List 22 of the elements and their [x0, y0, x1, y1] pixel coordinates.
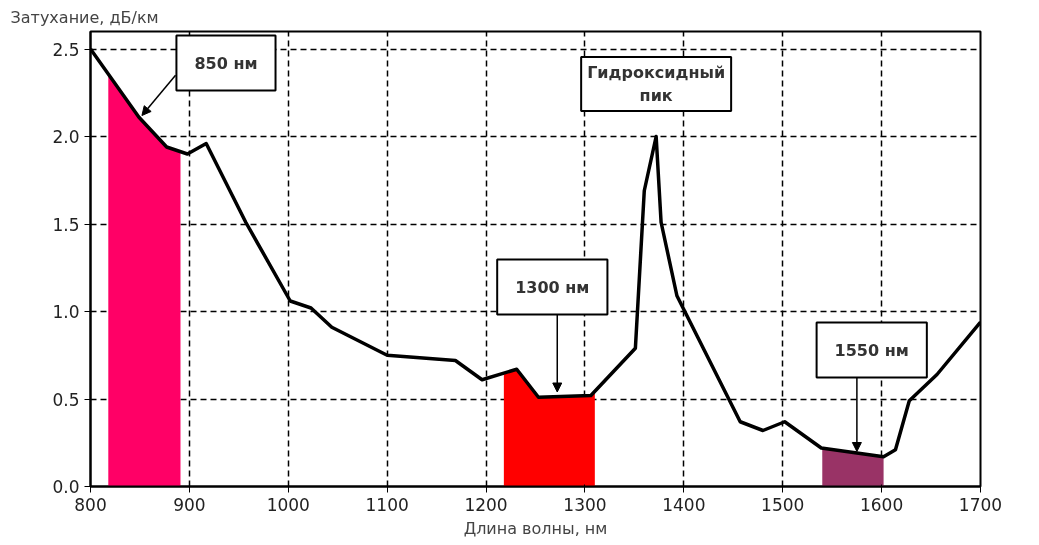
y-tick-label: 1.0 [52, 302, 80, 322]
y-tick-label: 1.5 [52, 214, 80, 235]
annotation: Гидроксидный пик [587, 63, 726, 105]
x-axis-title: Длина волны, нм [463, 518, 608, 538]
x-tick-label: 1200 [464, 494, 508, 515]
x-tick-label: 1000 [266, 494, 310, 515]
x-tick-label: 1700 [958, 494, 1003, 515]
y-tick-label: 2.5 [52, 39, 80, 60]
annotation: 1300 нм [515, 277, 590, 297]
annotation: 1550 нм [834, 340, 909, 360]
x-tick-label: 1500 [761, 494, 805, 515]
x-tick-label: 1300 [563, 494, 607, 515]
x-tick-label: 900 [173, 494, 206, 515]
x-tick-label: 1400 [662, 494, 706, 515]
x-tick-label: 1600 [859, 494, 904, 515]
y-axis-title: Затухание, дБ/км [10, 7, 159, 27]
annotation: 850 нм [194, 53, 258, 73]
x-tick-label: 800 [74, 494, 107, 515]
y-tick-label: 0.5 [52, 389, 80, 410]
y-tick-label: 0.0 [52, 477, 80, 497]
y-tick-label: 2.0 [52, 127, 80, 147]
x-tick-label: 1100 [365, 494, 409, 515]
